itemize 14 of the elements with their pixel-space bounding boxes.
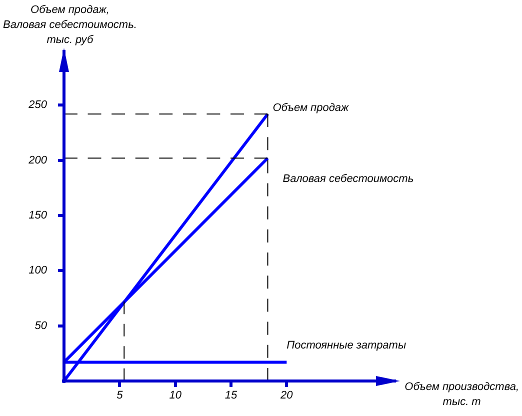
series-label: Постоянные затраты — [286, 339, 406, 352]
y-axis-title: Объем продаж, Валовая себестоимость. тыс. руб — [2, 4, 137, 46]
series-label: Объем продаж — [272, 102, 350, 114]
x-tick-label: 20 — [280, 390, 294, 402]
y-tick-label: 200 — [28, 154, 48, 166]
y-tick-label: 150 — [28, 210, 48, 222]
x-axis-title: Объем производства, тыс. т — [404, 381, 519, 408]
x-tick-label: 10 — [169, 390, 182, 402]
series-label: Валовая себестоимость — [282, 173, 414, 186]
y-tick-label: 50 — [34, 320, 48, 332]
x-tick-label: 5 — [116, 390, 124, 402]
x-tick-label: 15 — [224, 390, 238, 402]
y-tick-label: 250 — [28, 99, 48, 112]
y-tick-label: 100 — [28, 264, 48, 277]
